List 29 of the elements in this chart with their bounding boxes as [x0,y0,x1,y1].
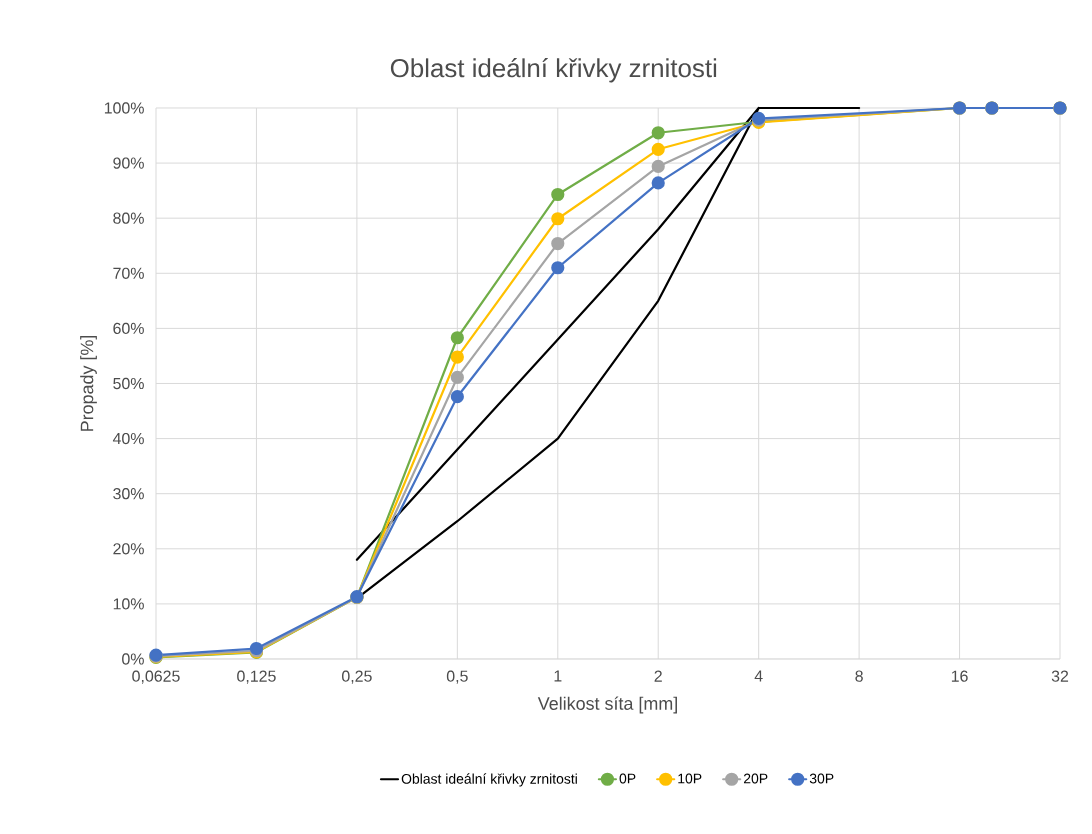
y-tick-label: 80% [113,212,144,224]
x-tick-label: 0,125 [237,670,276,684]
y-tick-label: 90% [113,157,144,169]
x-tick-label: 0,0625 [132,670,180,684]
y-axis-title: Propady [%] [80,335,97,431]
y-tick-label: 100% [104,102,144,114]
x-tick-label: 1 [554,670,562,682]
y-tick-label: 30% [113,488,144,500]
legend-label: 10P [678,773,702,784]
x-tick-label: 0,5 [446,670,468,684]
x-tick-label: 16 [951,670,968,682]
legend-label: 20P [743,773,768,784]
x-tick-label: 32 [1051,670,1069,682]
x-tick-label: 4 [754,670,763,682]
y-tick-label: 40% [112,432,144,445]
legend-label: 30P [809,773,834,784]
y-tick-label: 50% [113,377,144,390]
x-tick-label: 2 [654,670,662,682]
x-axis-title: Velikost síta [mm] [537,696,677,714]
y-tick-label: 20% [113,543,144,555]
y-tick-label: 10% [113,598,144,610]
legend-label: 0P [619,773,636,784]
legend-label: Oblast ideální křivky zrnitosti [401,773,577,787]
y-tick-label: 60% [113,322,144,335]
chart-title: Oblast ideální křivky zrnitosti [390,58,717,83]
x-tick-label: 8 [855,670,863,682]
y-tick-label: 70% [113,267,144,279]
x-tick-label: 0,25 [342,670,372,684]
y-tick-label: 0% [122,653,144,665]
